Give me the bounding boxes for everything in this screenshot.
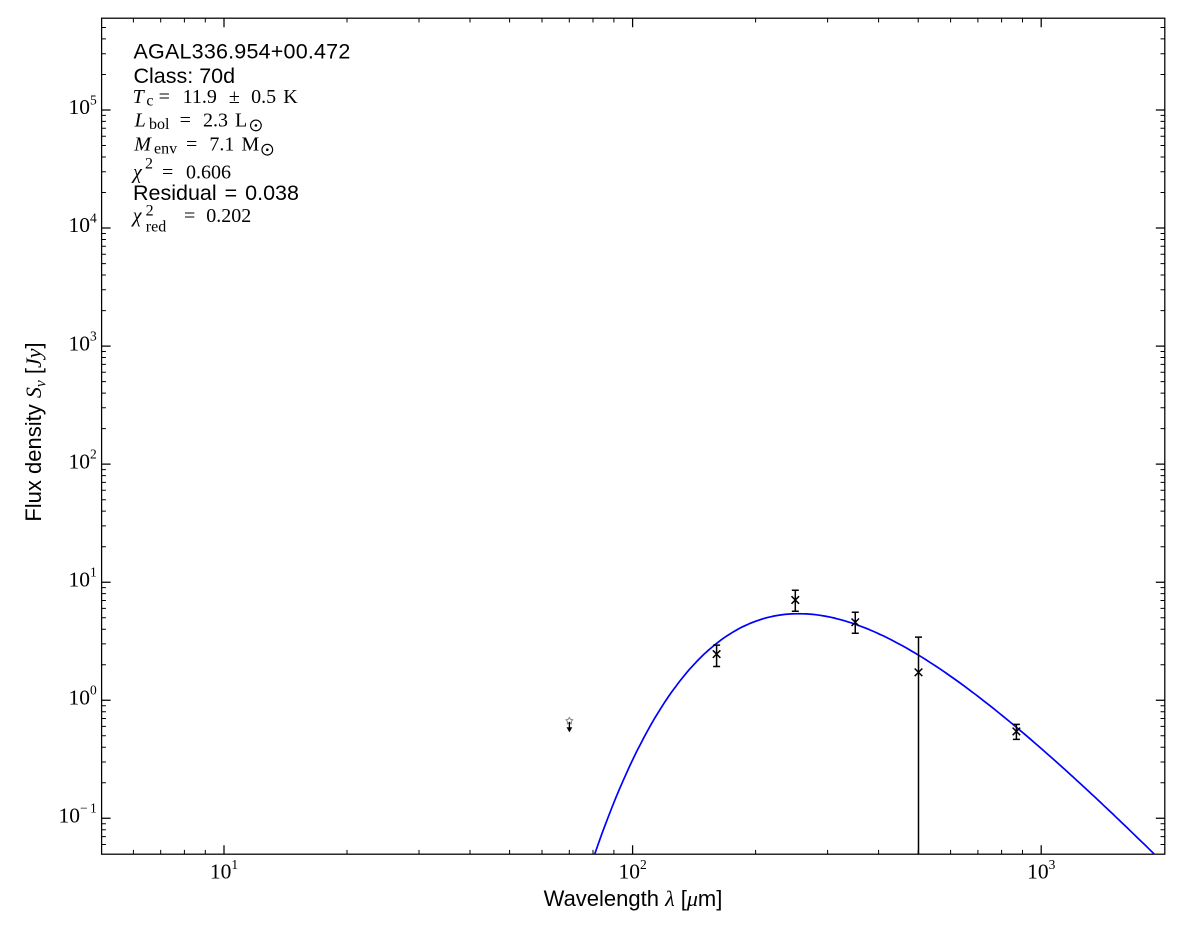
svg-text:env: env	[154, 140, 177, 157]
svg-text:103: 103	[1027, 857, 1056, 883]
svg-text:2: 2	[146, 202, 154, 219]
svg-text:7.1: 7.1	[209, 134, 234, 156]
svg-text:red: red	[146, 219, 166, 236]
svg-text:χ: χ	[131, 161, 143, 183]
svg-text:0.606: 0.606	[186, 161, 231, 183]
svg-text:Class: 70d: Class: 70d	[134, 64, 236, 88]
svg-text:104: 104	[69, 210, 98, 237]
svg-text:=: =	[162, 161, 173, 183]
svg-text:L: L	[134, 109, 146, 131]
svg-text:L: L	[235, 109, 247, 131]
svg-text:=: =	[184, 205, 195, 227]
svg-text:2.3: 2.3	[203, 109, 228, 131]
svg-text:10−1: 10−1	[59, 801, 100, 828]
svg-text:χ: χ	[131, 205, 143, 227]
svg-text:102: 102	[619, 857, 647, 883]
svg-text:2: 2	[145, 155, 153, 172]
svg-text:0.5: 0.5	[251, 86, 276, 108]
svg-text:M: M	[242, 134, 260, 156]
svg-text:103: 103	[69, 328, 98, 355]
svg-text:105: 105	[69, 92, 98, 119]
svg-text:Residual = 0.038: Residual = 0.038	[133, 181, 299, 205]
svg-text:0.202: 0.202	[206, 205, 251, 227]
svg-text:M: M	[133, 134, 152, 156]
svg-text:=: =	[186, 134, 197, 156]
svg-text:c: c	[146, 93, 153, 110]
svg-text:11.9: 11.9	[183, 86, 217, 108]
svg-text:K: K	[283, 86, 298, 108]
svg-text:Wavelength λ [μm]: Wavelength λ [μm]	[544, 886, 723, 911]
svg-text:bol: bol	[149, 116, 170, 133]
svg-text:Flux density Sν [Jy]: Flux density Sν [Jy]	[21, 342, 50, 521]
svg-text:102: 102	[69, 446, 97, 473]
svg-text:±: ±	[229, 86, 240, 108]
svg-text:T: T	[133, 86, 146, 108]
svg-text:=: =	[159, 86, 170, 108]
svg-text:AGAL336.954+00.472: AGAL336.954+00.472	[134, 40, 351, 64]
svg-text:100: 100	[69, 683, 98, 710]
svg-text:=: =	[180, 109, 191, 131]
svg-text:101: 101	[210, 857, 238, 883]
svg-text:101: 101	[69, 565, 97, 592]
